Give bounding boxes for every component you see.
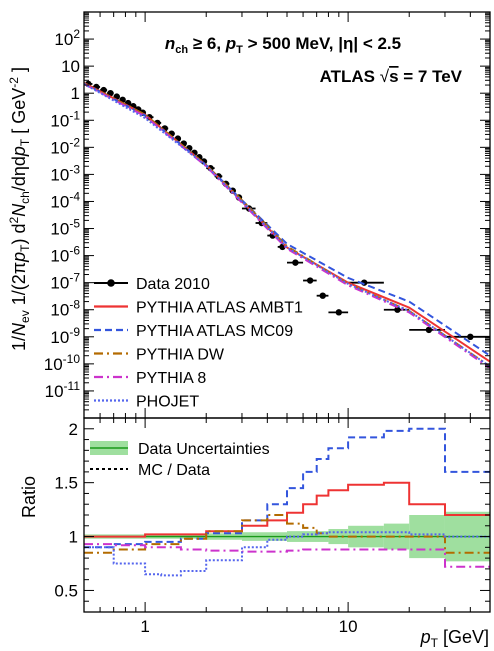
legend-item-phojet: PHOJET — [94, 394, 199, 411]
x-axis-label: pT [GeV] — [420, 627, 489, 650]
y-tick-label: 102 — [54, 27, 80, 49]
y-tick-label: 10-3 — [50, 162, 80, 184]
legend-label: PYTHIA ATLAS MC09 — [136, 323, 293, 340]
ratio-y-tick-label: 2 — [69, 420, 78, 439]
legend-marker-dot — [107, 279, 115, 287]
y-tick-label: 10-11 — [45, 379, 81, 401]
tick-exponent: -1 — [69, 108, 80, 122]
y-tick-label: 10-7 — [50, 271, 80, 293]
data-point — [319, 292, 326, 299]
spectrum-legend: Data 2010 PYTHIA ATLAS AMBT1 PYTHIA ATLAS … — [94, 276, 303, 411]
tick-exponent: 2 — [73, 27, 80, 41]
series-line-phojet — [84, 83, 490, 368]
legend-item-data-2010: Data 2010 — [94, 276, 210, 293]
selection-cuts-annotation: nch ≥ 6, pT > 500 MeV, |η| < 2.5 — [165, 34, 401, 56]
ratio-line-pythia-8 — [84, 543, 490, 568]
y-tick-label: 10-8 — [50, 298, 80, 320]
ratio-y-tick-label: 1.5 — [54, 474, 78, 493]
tick-base: 10 — [50, 328, 69, 347]
x-tick-label: 10 — [339, 617, 358, 636]
tick-exponent: -5 — [69, 217, 80, 231]
legend-label: MC / Data — [138, 462, 210, 479]
ratio-y-tick-label: 1 — [69, 528, 78, 547]
legend-item-pythia-atlas-mc09: PYTHIA ATLAS MC09 — [94, 323, 293, 340]
y-tick-label: 10 — [61, 57, 80, 76]
tick-base: 10 — [50, 247, 69, 266]
y-tick-label: 10-1 — [50, 108, 80, 130]
legend-item-data-uncertainties: Data Uncertainties — [90, 441, 270, 458]
y-tick-label: 10-5 — [50, 217, 80, 239]
legend-label: PYTHIA ATLAS AMBT1 — [136, 300, 303, 317]
ratio-line-pythia-dw — [84, 514, 490, 554]
legend-item-pythia-dw: PYTHIA DW — [94, 347, 225, 364]
legend-item-pythia-8: PYTHIA 8 — [94, 370, 206, 387]
tick-base: 10 — [50, 274, 69, 293]
legend-label: PYTHIA 8 — [136, 370, 206, 387]
data-point — [306, 277, 314, 284]
spectrum-plot-area — [84, 80, 490, 369]
series-line-pythia-atlas-ambt1 — [84, 82, 490, 363]
atlas-energy-annotation: ATLAS √s = 7 TeV — [320, 67, 463, 86]
tick-base: 10 — [50, 138, 69, 157]
tick-exponent: -6 — [69, 244, 80, 258]
ratio-panel: 0.5 1 1.5 2 1 10 Data Uncertainties MC / Data — [54, 417, 491, 636]
y-tick-label: 10-10 — [44, 352, 81, 374]
ratio-line-pythia-atlas-mc09 — [84, 427, 490, 549]
legend-label: Data Uncertainties — [138, 441, 270, 458]
y-tick-label: 10-9 — [50, 325, 80, 347]
legend-label: PYTHIA DW — [136, 347, 225, 364]
y-tick-label: 10-2 — [50, 135, 80, 157]
tick-base: 10 — [50, 220, 69, 239]
y-tick-label: 10-6 — [50, 244, 80, 266]
tick-base: 10 — [50, 192, 69, 211]
data-point — [467, 333, 474, 340]
ratio-line-phojet — [84, 531, 490, 577]
legend-item-mc-over-data: MC / Data — [90, 462, 210, 479]
tick-base: 10 — [45, 382, 64, 401]
tick-base: 10 — [50, 301, 69, 320]
legend-label: Data 2010 — [136, 276, 210, 293]
series-line-pythia-8 — [84, 83, 490, 369]
y-tick-label: 1 — [71, 84, 80, 103]
data-point — [292, 259, 299, 266]
data-point — [425, 326, 433, 334]
tick-exponent: -3 — [69, 162, 80, 176]
tick-base: 10 — [50, 165, 69, 184]
tick-exponent: -10 — [63, 352, 81, 366]
ratio-line-pythia-atlas-ambt1 — [84, 481, 490, 538]
tick-base: 10 — [44, 355, 63, 374]
tick-exponent: -8 — [69, 298, 80, 312]
spectrum-y-axis-label: 1/Nev 1/(2πpT) d2Nch/dηdpT [ GeV-2 ] — [7, 67, 32, 351]
tick-base: 10 — [50, 111, 69, 130]
tick-exponent: -4 — [69, 189, 80, 203]
data-point — [335, 309, 343, 316]
legend-item-pythia-atlas-ambt1: PYTHIA ATLAS AMBT1 — [94, 300, 303, 317]
x-tick-label: 1 — [140, 617, 149, 636]
tick-exponent: -11 — [64, 379, 81, 393]
tick-exponent: -7 — [69, 271, 80, 285]
legend-label: PHOJET — [136, 394, 199, 411]
ratio-y-tick-label: 0.5 — [54, 581, 78, 600]
tick-exponent: -2 — [69, 135, 80, 149]
tick-exponent: -9 — [69, 325, 80, 339]
ratio-legend: Data Uncertainties MC / Data — [90, 441, 270, 479]
ratio-y-axis-label: Ratio — [19, 476, 39, 518]
tick-base: 10 — [54, 30, 73, 49]
data-point — [394, 306, 401, 313]
y-tick-label: 10-4 — [50, 189, 80, 211]
